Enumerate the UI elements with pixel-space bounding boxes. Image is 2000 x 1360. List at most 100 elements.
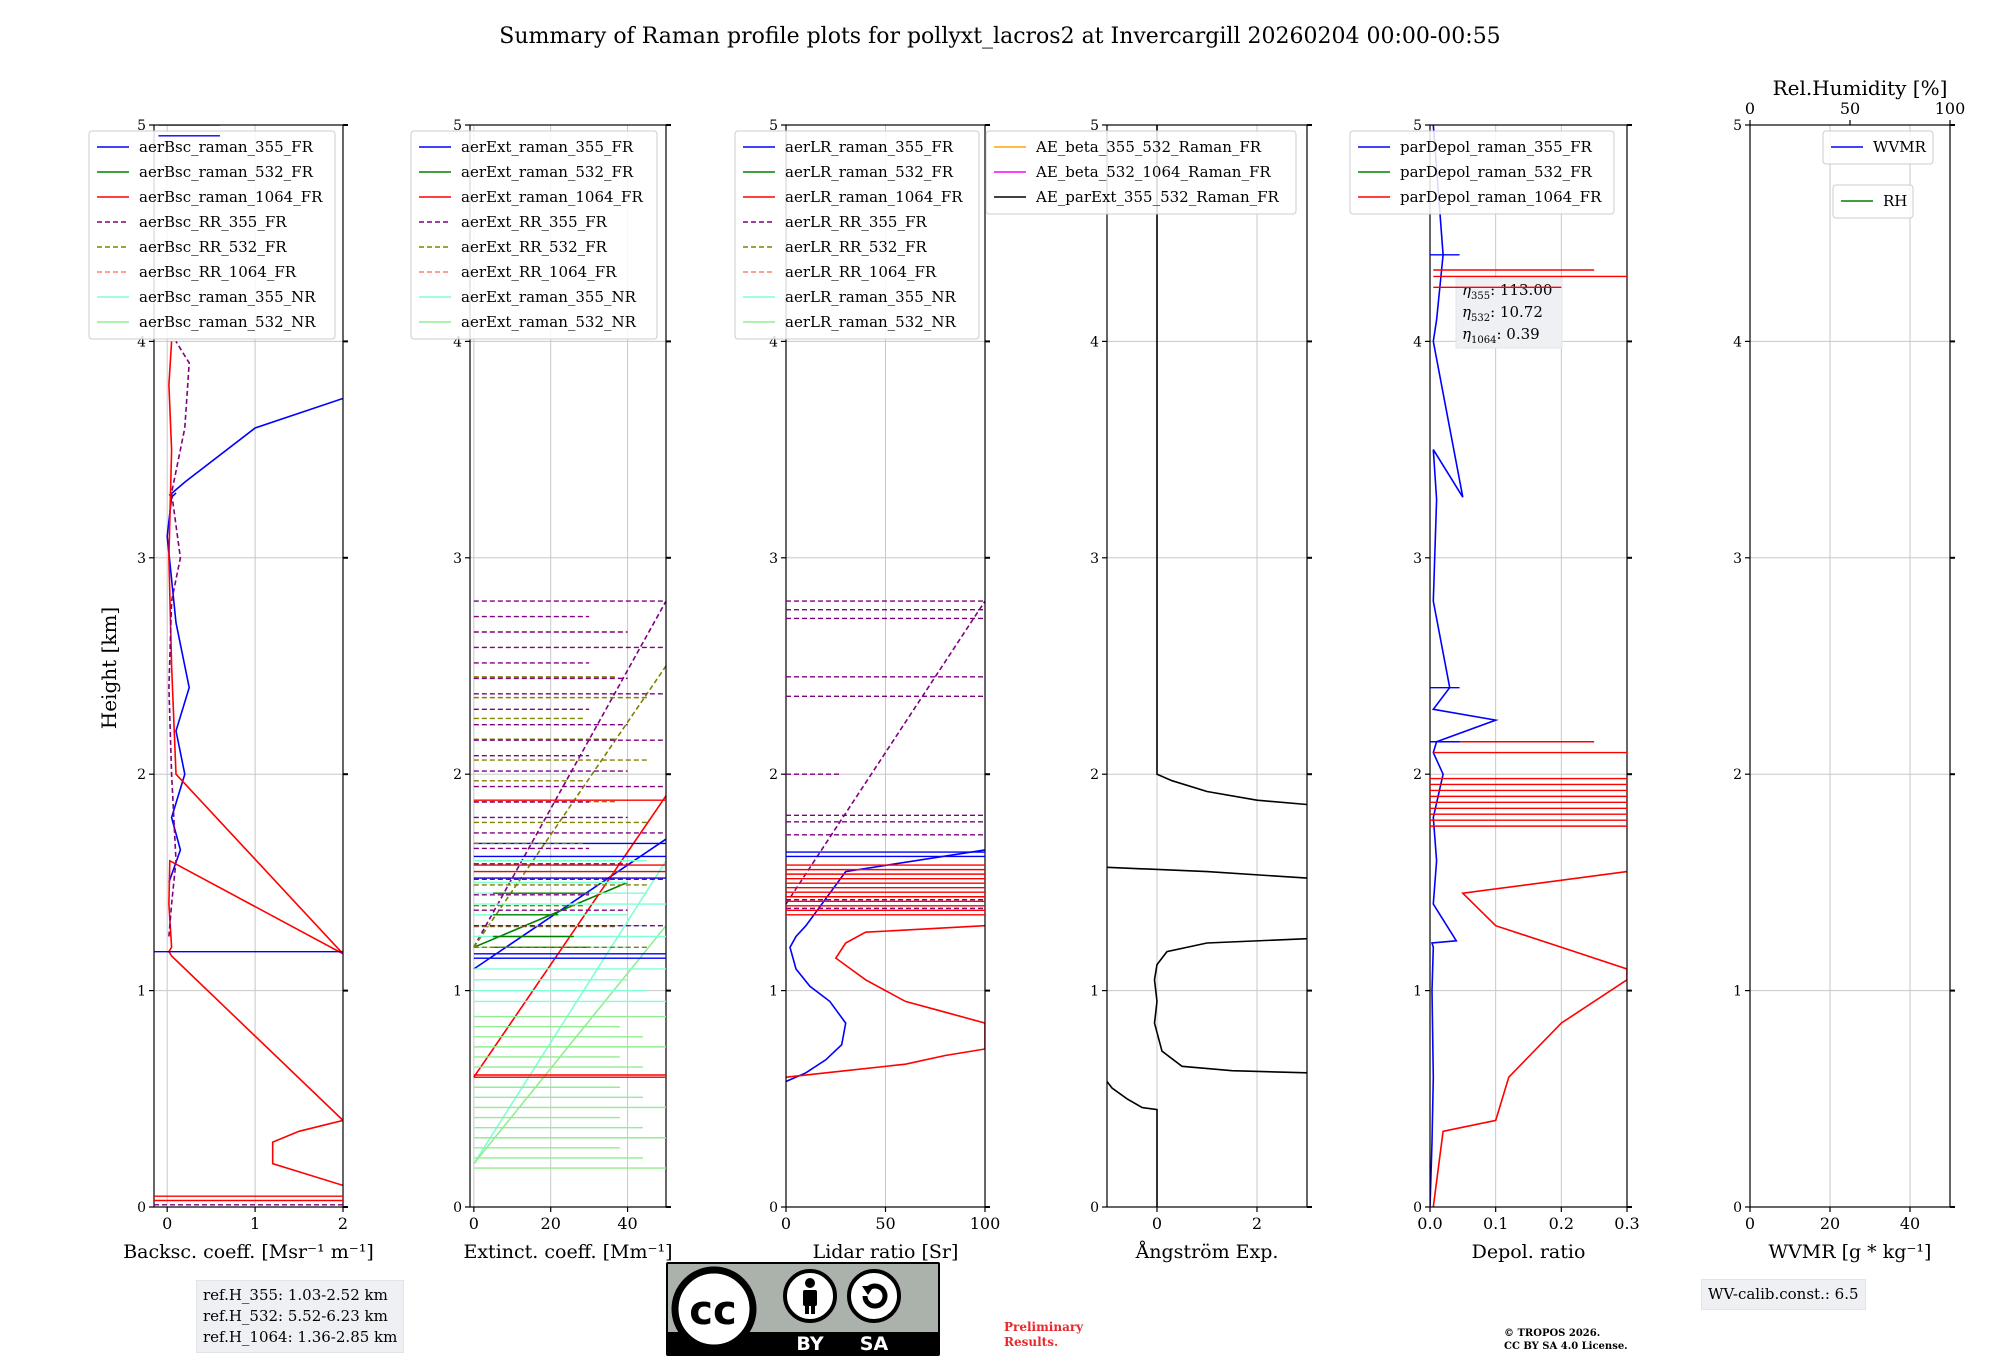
x-axis-label: Ångström Exp. xyxy=(1135,1241,1279,1263)
legend-label: aerExt_raman_355_NR xyxy=(461,288,637,306)
y-tick-label: 5 xyxy=(1413,118,1422,134)
legend-label: aerBsc_raman_355_FR xyxy=(139,138,314,156)
legend-label: aerLR_raman_532_FR xyxy=(785,163,954,181)
y-tick-label: 1 xyxy=(1090,984,1099,1000)
x-tick-label: 20 xyxy=(541,1214,561,1233)
y-tick-label: 3 xyxy=(1733,551,1742,567)
x-tick-label: 0 xyxy=(469,1214,479,1233)
legend-frame xyxy=(1349,130,1615,215)
axes-frame xyxy=(153,124,344,1208)
y-tick-label: 5 xyxy=(769,118,778,134)
x-tick-label: 2 xyxy=(338,1214,348,1233)
y-tick-label: 3 xyxy=(769,551,778,567)
figure-title: Summary of Raman profile plots for polly… xyxy=(499,24,1500,49)
y-tick-label: 0 xyxy=(769,1200,778,1216)
y-tick-label: 4 xyxy=(453,334,462,350)
legend-label: AE_beta_355_532_Raman_FR xyxy=(1035,138,1262,156)
series-line xyxy=(786,600,985,905)
wv-calibration-text: WV-calib.const.: 6.5 xyxy=(1708,1285,1859,1303)
by-label: BY xyxy=(796,1333,823,1355)
x-tick-label: 0.1 xyxy=(1483,1214,1508,1233)
eta-annotation-box xyxy=(1455,277,1563,349)
series-line xyxy=(1156,125,1307,806)
x-axis-label: Lidar ratio [Sr] xyxy=(813,1241,959,1263)
preliminary-line-2: Results. xyxy=(1004,1335,1059,1349)
subplot-bsc: 0 1 2 3 4 5 0 1 2 Backsc. coeff. [Msr⁻¹ m⁻¹] aerBs… xyxy=(88,118,374,1263)
profile-spikes xyxy=(473,600,666,1169)
series-group xyxy=(1107,125,1307,1207)
y-tick-label: 3 xyxy=(1090,551,1099,567)
y-tick-label: 1 xyxy=(453,984,462,1000)
x-tick-label: 0 xyxy=(781,1214,791,1233)
y-tick-label: 2 xyxy=(1413,767,1422,783)
x-axis-label: Backsc. coeff. [Msr⁻¹ m⁻¹] xyxy=(123,1241,374,1263)
y-tick-label: 0 xyxy=(453,1200,462,1216)
legend-frame xyxy=(985,130,1297,215)
legend-frame xyxy=(410,130,658,340)
legend-label: aerLR_raman_355_FR xyxy=(785,138,954,156)
eta-annotation: η1064: 0.39 xyxy=(1462,325,1540,346)
y-tick-label: 1 xyxy=(769,984,778,1000)
eta-annotation: η355: 113.00 xyxy=(1462,281,1552,302)
y-tick-label: 2 xyxy=(769,767,778,783)
legend-label: parDepol_raman_355_FR xyxy=(1400,138,1593,156)
y-tick-label: 1 xyxy=(137,984,146,1000)
x-axis-label: Depol. ratio xyxy=(1472,1241,1586,1263)
legend-label: aerBsc_RR_355_FR xyxy=(139,213,287,231)
series-line xyxy=(473,600,666,948)
series-line xyxy=(473,665,666,948)
y-tick-label: 3 xyxy=(137,551,146,567)
y-tick-label: 2 xyxy=(453,767,462,783)
subplot-ae: 0 1 2 3 4 5 0 2 Ångström Exp. AE_beta_355_532_Ram… xyxy=(985,118,1312,1263)
x-tick-label: 0.0 xyxy=(1417,1214,1442,1233)
y-tick-label: 3 xyxy=(453,551,462,567)
legend-label: aerExt_RR_1064_FR xyxy=(461,263,617,281)
x-tick-label: 0 xyxy=(162,1214,172,1233)
legend-label: aerBsc_raman_532_NR xyxy=(139,313,316,331)
series-line xyxy=(786,924,985,1078)
profile-spikes xyxy=(786,600,985,916)
y-tick-label: 0 xyxy=(1733,1200,1742,1216)
y-tick-label: 3 xyxy=(1413,551,1422,567)
series-line xyxy=(473,860,666,1165)
legend-label: AE_parExt_355_532_Raman_FR xyxy=(1035,188,1280,206)
axes-frame xyxy=(469,124,667,1208)
legend-label: AE_beta_532_1064_Raman_FR xyxy=(1035,163,1271,181)
legend-frame xyxy=(1822,130,1934,165)
copyright-line-2: CC BY SA 4.0 License. xyxy=(1504,1341,1628,1352)
legend-label: WVMR xyxy=(1873,138,1927,156)
series-line xyxy=(1107,1081,1158,1207)
legend-label: aerExt_RR_355_FR xyxy=(461,213,608,231)
legend-label: parDepol_raman_532_FR xyxy=(1400,163,1593,181)
axes-frame xyxy=(1429,124,1628,1208)
series-group xyxy=(166,340,343,1187)
legend-label: aerLR_raman_532_NR xyxy=(785,313,956,331)
top-x-tick-label: 100 xyxy=(1935,99,1966,118)
y-tick-label: 5 xyxy=(453,118,462,134)
legend-frame xyxy=(734,130,980,340)
x-tick-label: 100 xyxy=(970,1214,1001,1233)
y-tick-label: 0 xyxy=(137,1200,146,1216)
legend-label: aerBsc_raman_355_NR xyxy=(139,288,316,306)
x-tick-label: 0.3 xyxy=(1614,1214,1639,1233)
series-group xyxy=(786,600,985,1083)
eta-annotation: η532: 10.72 xyxy=(1462,303,1543,324)
y-tick-label: 5 xyxy=(137,118,146,134)
sa-label: SA xyxy=(860,1333,889,1355)
profile-spikes xyxy=(154,125,343,1206)
legend-label: aerLR_RR_355_FR xyxy=(785,213,927,231)
preliminary-note: Preliminary Results. xyxy=(1004,1320,1083,1350)
top-x-tick-label: 0 xyxy=(1745,99,1755,118)
y-tick-label: 0 xyxy=(1090,1200,1099,1216)
subplot-ext: 0 1 2 3 4 5 0 20 40 Extinct. coeff. [Mm⁻¹] aerExt_… xyxy=(410,118,673,1263)
axes-frame xyxy=(1106,124,1308,1208)
series-line xyxy=(1107,866,1307,879)
cc-logo-icon xyxy=(671,1266,757,1352)
y-tick-label: 4 xyxy=(1733,334,1742,350)
x-tick-label: 2 xyxy=(1252,1214,1262,1233)
y-tick-label: 4 xyxy=(1413,334,1422,350)
legend-label: aerBsc_raman_1064_FR xyxy=(139,188,323,206)
